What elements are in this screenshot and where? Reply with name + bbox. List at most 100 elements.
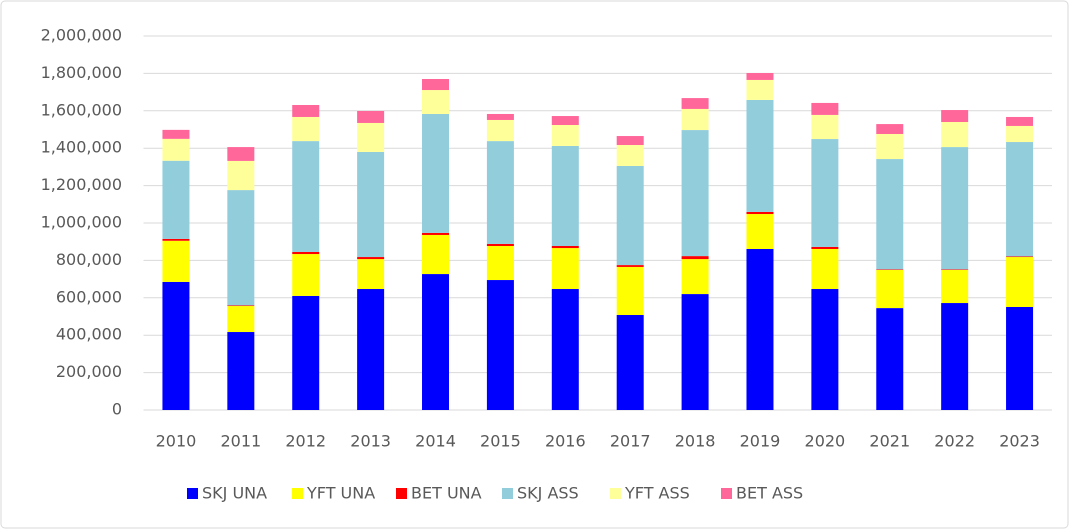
bar-segment xyxy=(746,73,774,80)
bar-segment xyxy=(162,138,190,161)
x-tick-label: 2023 xyxy=(999,432,1040,451)
bar-segment xyxy=(681,130,709,257)
bar-segment xyxy=(292,105,320,117)
bar-segment xyxy=(422,232,450,235)
y-tick-label: 1,600,000 xyxy=(41,100,122,119)
legend-swatch xyxy=(292,488,303,499)
bar-segment xyxy=(162,238,190,241)
x-tick-label: 2019 xyxy=(740,432,781,451)
y-tick-label: 200,000 xyxy=(56,362,122,381)
bar-segment xyxy=(422,113,450,233)
bar-segment xyxy=(486,246,514,281)
bar-segment xyxy=(811,246,839,249)
bar-segment xyxy=(227,190,255,306)
bar-segment xyxy=(681,294,709,410)
bar-segment xyxy=(1006,306,1034,410)
y-tick-label: 1,000,000 xyxy=(41,213,122,232)
bar-segment xyxy=(292,116,320,142)
bar-segment xyxy=(876,124,904,134)
x-tick-label: 2011 xyxy=(220,432,261,451)
x-tick-label: 2022 xyxy=(934,432,975,451)
bar-segment xyxy=(357,151,385,258)
bar-segment xyxy=(422,79,450,91)
bar-segment xyxy=(811,289,839,410)
bar-segment xyxy=(681,98,709,109)
bar-segment xyxy=(357,122,385,152)
bar-segment xyxy=(551,289,579,410)
bar-segment xyxy=(941,122,969,148)
bar-segment xyxy=(227,332,255,410)
bar-segment xyxy=(422,90,450,114)
legend-label: YFT ASS xyxy=(624,484,690,503)
bar-segment xyxy=(551,246,579,249)
bar-segment xyxy=(746,211,774,215)
bar-segment xyxy=(422,234,450,275)
bar-segment xyxy=(681,108,709,131)
bar-segment xyxy=(811,114,839,140)
bar-segment xyxy=(876,133,904,160)
bar-segment xyxy=(941,147,969,270)
legend-label: BET ASS xyxy=(736,484,803,503)
bar-segment xyxy=(422,274,450,410)
bar-segment xyxy=(486,243,514,247)
y-tick-label: 1,400,000 xyxy=(41,138,122,157)
bar-segment xyxy=(292,254,320,296)
legend-swatch xyxy=(187,488,198,499)
bar-segment xyxy=(486,119,514,142)
y-tick-label: 800,000 xyxy=(56,250,122,269)
bar-segment xyxy=(357,289,385,410)
bar-segment xyxy=(876,159,904,270)
bar-segment xyxy=(941,303,969,410)
x-tick-label: 2020 xyxy=(805,432,846,451)
bar-segment xyxy=(941,269,969,270)
bar-segment xyxy=(162,240,190,282)
bar-segment xyxy=(746,248,774,410)
x-tick-label: 2017 xyxy=(610,432,651,451)
y-tick-label: 400,000 xyxy=(56,325,122,344)
bar-segment xyxy=(357,110,385,123)
bar-segment xyxy=(941,269,969,304)
bar-segment xyxy=(941,110,969,123)
bar-segment xyxy=(292,295,320,410)
bar-segment xyxy=(811,139,839,247)
y-tick-label: 1,200,000 xyxy=(41,175,122,194)
legend-swatch xyxy=(721,488,732,499)
bar-segment xyxy=(357,259,385,290)
y-tick-label: 2,000,000 xyxy=(41,26,122,45)
bar-segment xyxy=(746,79,774,100)
bar-segment xyxy=(616,165,644,266)
bar-segment xyxy=(486,280,514,410)
bar-segment xyxy=(616,315,644,410)
x-tick-label: 2014 xyxy=(415,432,456,451)
x-tick-label: 2013 xyxy=(350,432,391,451)
bar-segment xyxy=(681,256,709,260)
x-tick-label: 2012 xyxy=(285,432,326,451)
x-tick-label: 2010 xyxy=(156,432,197,451)
bar-segment xyxy=(162,160,190,239)
bar-segment xyxy=(162,281,190,410)
bar-segment xyxy=(746,214,774,249)
bar-segment xyxy=(616,266,644,316)
bar-segment xyxy=(486,113,514,120)
y-tick-label: 0 xyxy=(112,400,122,419)
legend-label: BET UNA xyxy=(411,484,482,503)
bar-segment xyxy=(876,308,904,410)
bar-segment xyxy=(551,145,579,247)
legend-label: YFT UNA xyxy=(306,484,375,503)
bar-segment xyxy=(292,141,320,252)
bar-segment xyxy=(876,269,904,309)
legend-label: SKJ ASS xyxy=(517,484,579,503)
bar-segment xyxy=(227,147,255,161)
x-tick-label: 2016 xyxy=(545,432,586,451)
x-tick-label: 2021 xyxy=(869,432,910,451)
bar-segment xyxy=(227,306,255,333)
bar-segment xyxy=(292,251,320,255)
bar-segment xyxy=(1006,116,1034,126)
x-tick-label: 2015 xyxy=(480,432,521,451)
bar-segment xyxy=(746,99,774,212)
bar-segment xyxy=(681,259,709,295)
legend-label: SKJ UNA xyxy=(202,484,267,503)
bar-segment xyxy=(1006,256,1034,258)
